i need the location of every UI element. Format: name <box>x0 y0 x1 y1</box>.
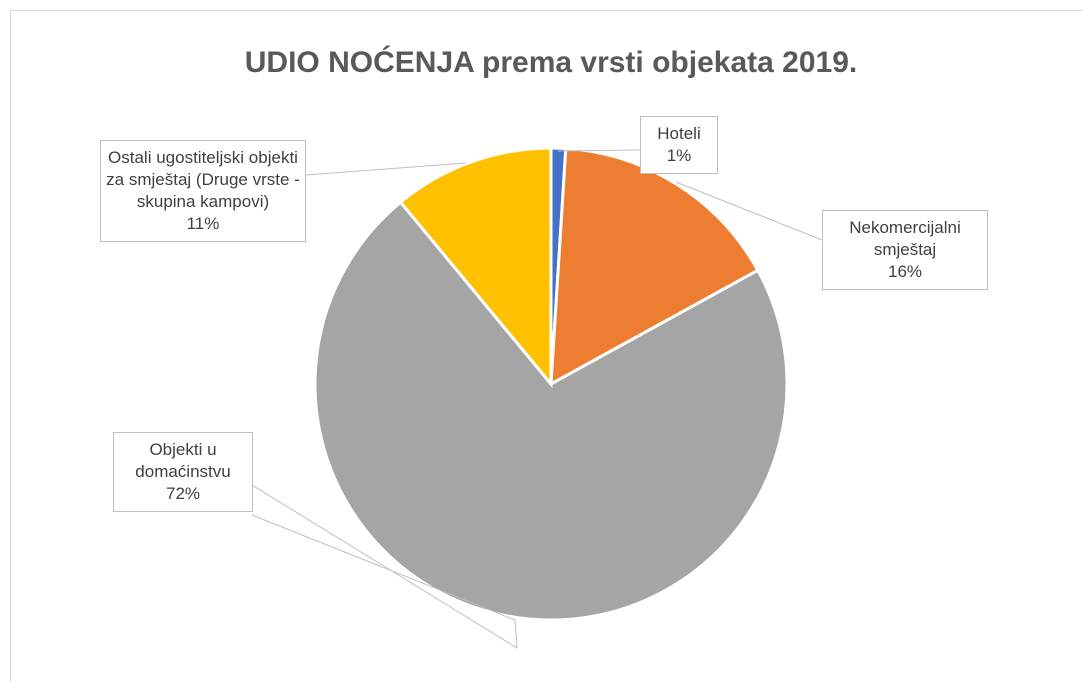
chart-title: UDIO NOĆENJA prema vrsti objekata 2019. <box>245 45 857 79</box>
label-category: Hoteli <box>657 124 701 143</box>
leader-line <box>305 162 467 176</box>
leader-line <box>557 149 641 152</box>
data-label: Ostali ugostiteljski objekti za smještaj… <box>100 140 306 242</box>
label-value: 72% <box>165 484 201 503</box>
data-label: Nekomercijalni smještaj 16% <box>822 210 988 290</box>
label-value: 1% <box>666 146 692 165</box>
label-value: 16% <box>887 262 923 281</box>
label-category: Nekomercijalni smještaj <box>849 218 961 259</box>
pie-slice <box>398 146 553 389</box>
pie-slice <box>313 200 789 622</box>
label-category: Objekti u domaćinstvu <box>135 440 231 481</box>
data-label: Objekti u domaćinstvu 72% <box>113 432 253 512</box>
label-category: Ostali ugostiteljski objekti za smještaj… <box>106 148 300 211</box>
leader-line <box>675 181 823 241</box>
label-value: 11% <box>186 214 220 233</box>
data-label: Hoteli 1% <box>640 116 718 174</box>
leader-line <box>251 484 518 649</box>
